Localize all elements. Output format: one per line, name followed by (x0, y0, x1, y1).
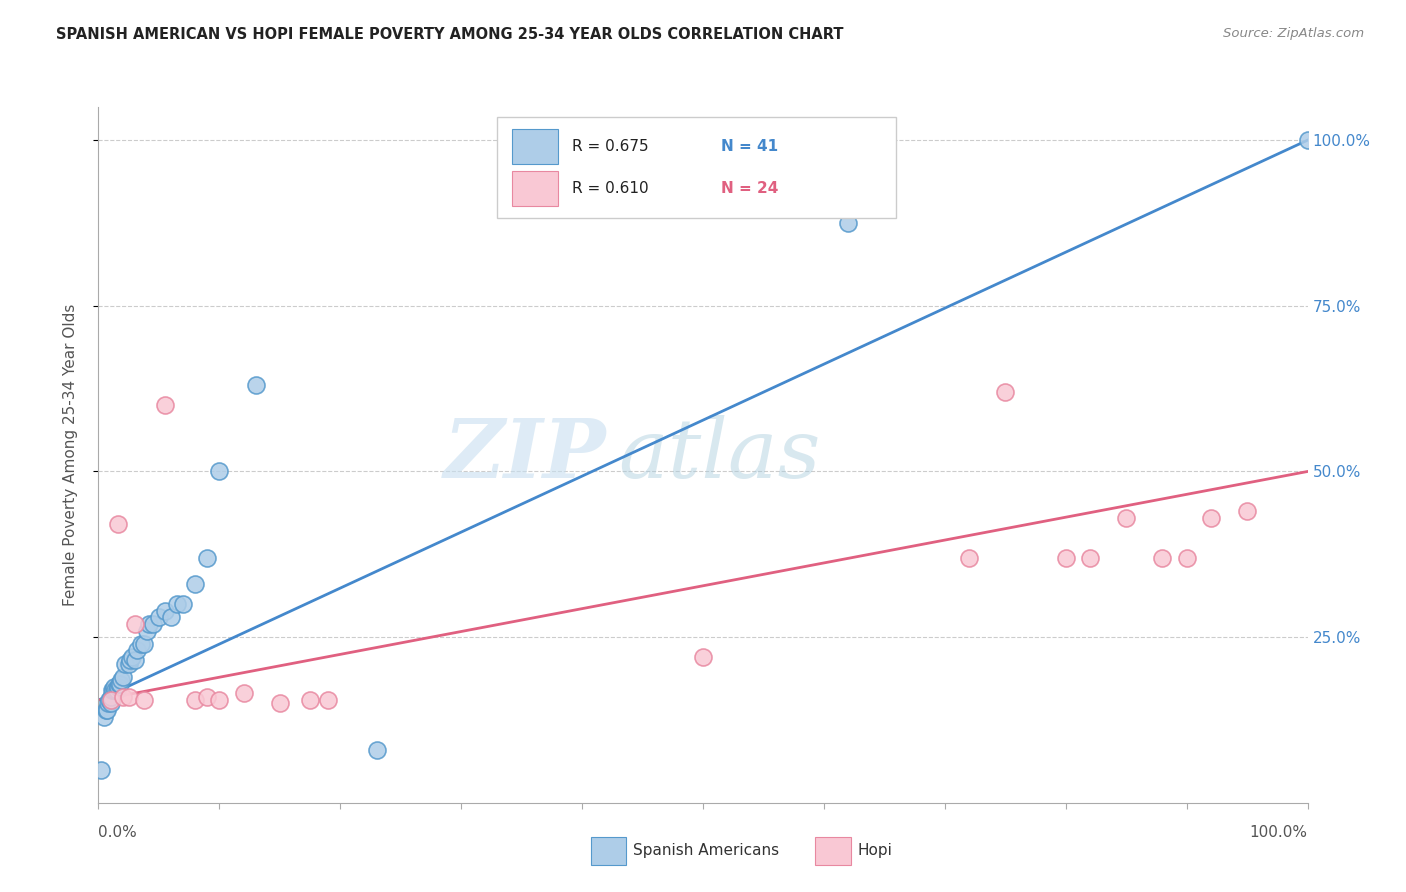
Point (269, 697, 291, 711)
Point (134, 693, 156, 707)
Point (134, 637, 156, 651)
Text: R = 0.675: R = 0.675 (572, 139, 650, 154)
FancyBboxPatch shape (512, 171, 558, 206)
Point (366, 743, 388, 757)
Point (118, 657, 141, 671)
Text: 0.0%: 0.0% (98, 825, 138, 840)
Text: Hopi: Hopi (858, 844, 893, 858)
Text: Source: ZipAtlas.com: Source: ZipAtlas.com (1223, 27, 1364, 40)
Point (100, 697, 122, 711)
Y-axis label: Female Poverty Among 25-34 Year Olds: Female Poverty Among 25-34 Year Olds (63, 304, 77, 606)
Point (316, 693, 339, 707)
Point (108, 676, 131, 690)
Point (114, 657, 136, 671)
Point (1078, 550, 1101, 565)
Point (94, 703, 117, 717)
Point (93, 709, 115, 723)
FancyBboxPatch shape (512, 129, 558, 164)
Point (107, 680, 129, 694)
Text: 100.0%: 100.0% (1250, 825, 1308, 840)
Text: N = 41: N = 41 (721, 139, 779, 154)
Point (118, 690, 141, 704)
Point (1152, 550, 1174, 565)
Text: atlas: atlas (619, 415, 821, 495)
Text: Spanish Americans: Spanish Americans (633, 844, 779, 858)
Point (837, 216, 859, 230)
Point (100, 690, 122, 704)
Point (160, 610, 183, 624)
Point (121, 650, 143, 665)
Point (184, 693, 207, 707)
Point (111, 670, 134, 684)
Point (166, 597, 188, 611)
Point (232, 686, 254, 700)
Point (104, 683, 127, 698)
Point (148, 610, 170, 624)
Point (135, 624, 157, 638)
Point (1296, 133, 1319, 147)
Point (105, 683, 128, 698)
Point (994, 384, 1017, 399)
Point (299, 693, 322, 707)
Point (111, 690, 134, 704)
Point (129, 637, 152, 651)
Text: SPANISH AMERICAN VS HOPI FEMALE POVERTY AMONG 25-34 YEAR OLDS CORRELATION CHART: SPANISH AMERICAN VS HOPI FEMALE POVERTY … (56, 27, 844, 42)
Point (98, 693, 121, 707)
Point (1236, 504, 1258, 518)
Point (195, 550, 218, 565)
Point (1199, 511, 1222, 525)
Point (101, 683, 124, 698)
Text: N = 24: N = 24 (721, 181, 779, 196)
Point (97, 697, 120, 711)
Point (172, 597, 194, 611)
Point (245, 378, 267, 392)
Point (100, 683, 122, 698)
Point (124, 616, 146, 631)
FancyBboxPatch shape (498, 118, 897, 219)
Point (96, 703, 118, 717)
Point (107, 517, 129, 532)
Point (142, 616, 165, 631)
Point (103, 680, 125, 694)
Point (124, 653, 146, 667)
Point (118, 653, 141, 667)
Point (1115, 511, 1137, 525)
Point (1054, 550, 1077, 565)
Point (153, 398, 176, 412)
Point (692, 650, 714, 665)
Text: ZIP: ZIP (444, 415, 606, 495)
Point (108, 676, 131, 690)
Text: R = 0.610: R = 0.610 (572, 181, 650, 196)
Point (184, 577, 207, 591)
Point (208, 693, 231, 707)
Point (127, 643, 149, 657)
Point (208, 465, 231, 479)
Point (957, 550, 980, 565)
Point (1175, 550, 1198, 565)
Point (100, 693, 122, 707)
Point (138, 616, 160, 631)
Point (90, 763, 112, 777)
Point (153, 604, 176, 618)
Point (195, 690, 218, 704)
Point (110, 673, 132, 688)
